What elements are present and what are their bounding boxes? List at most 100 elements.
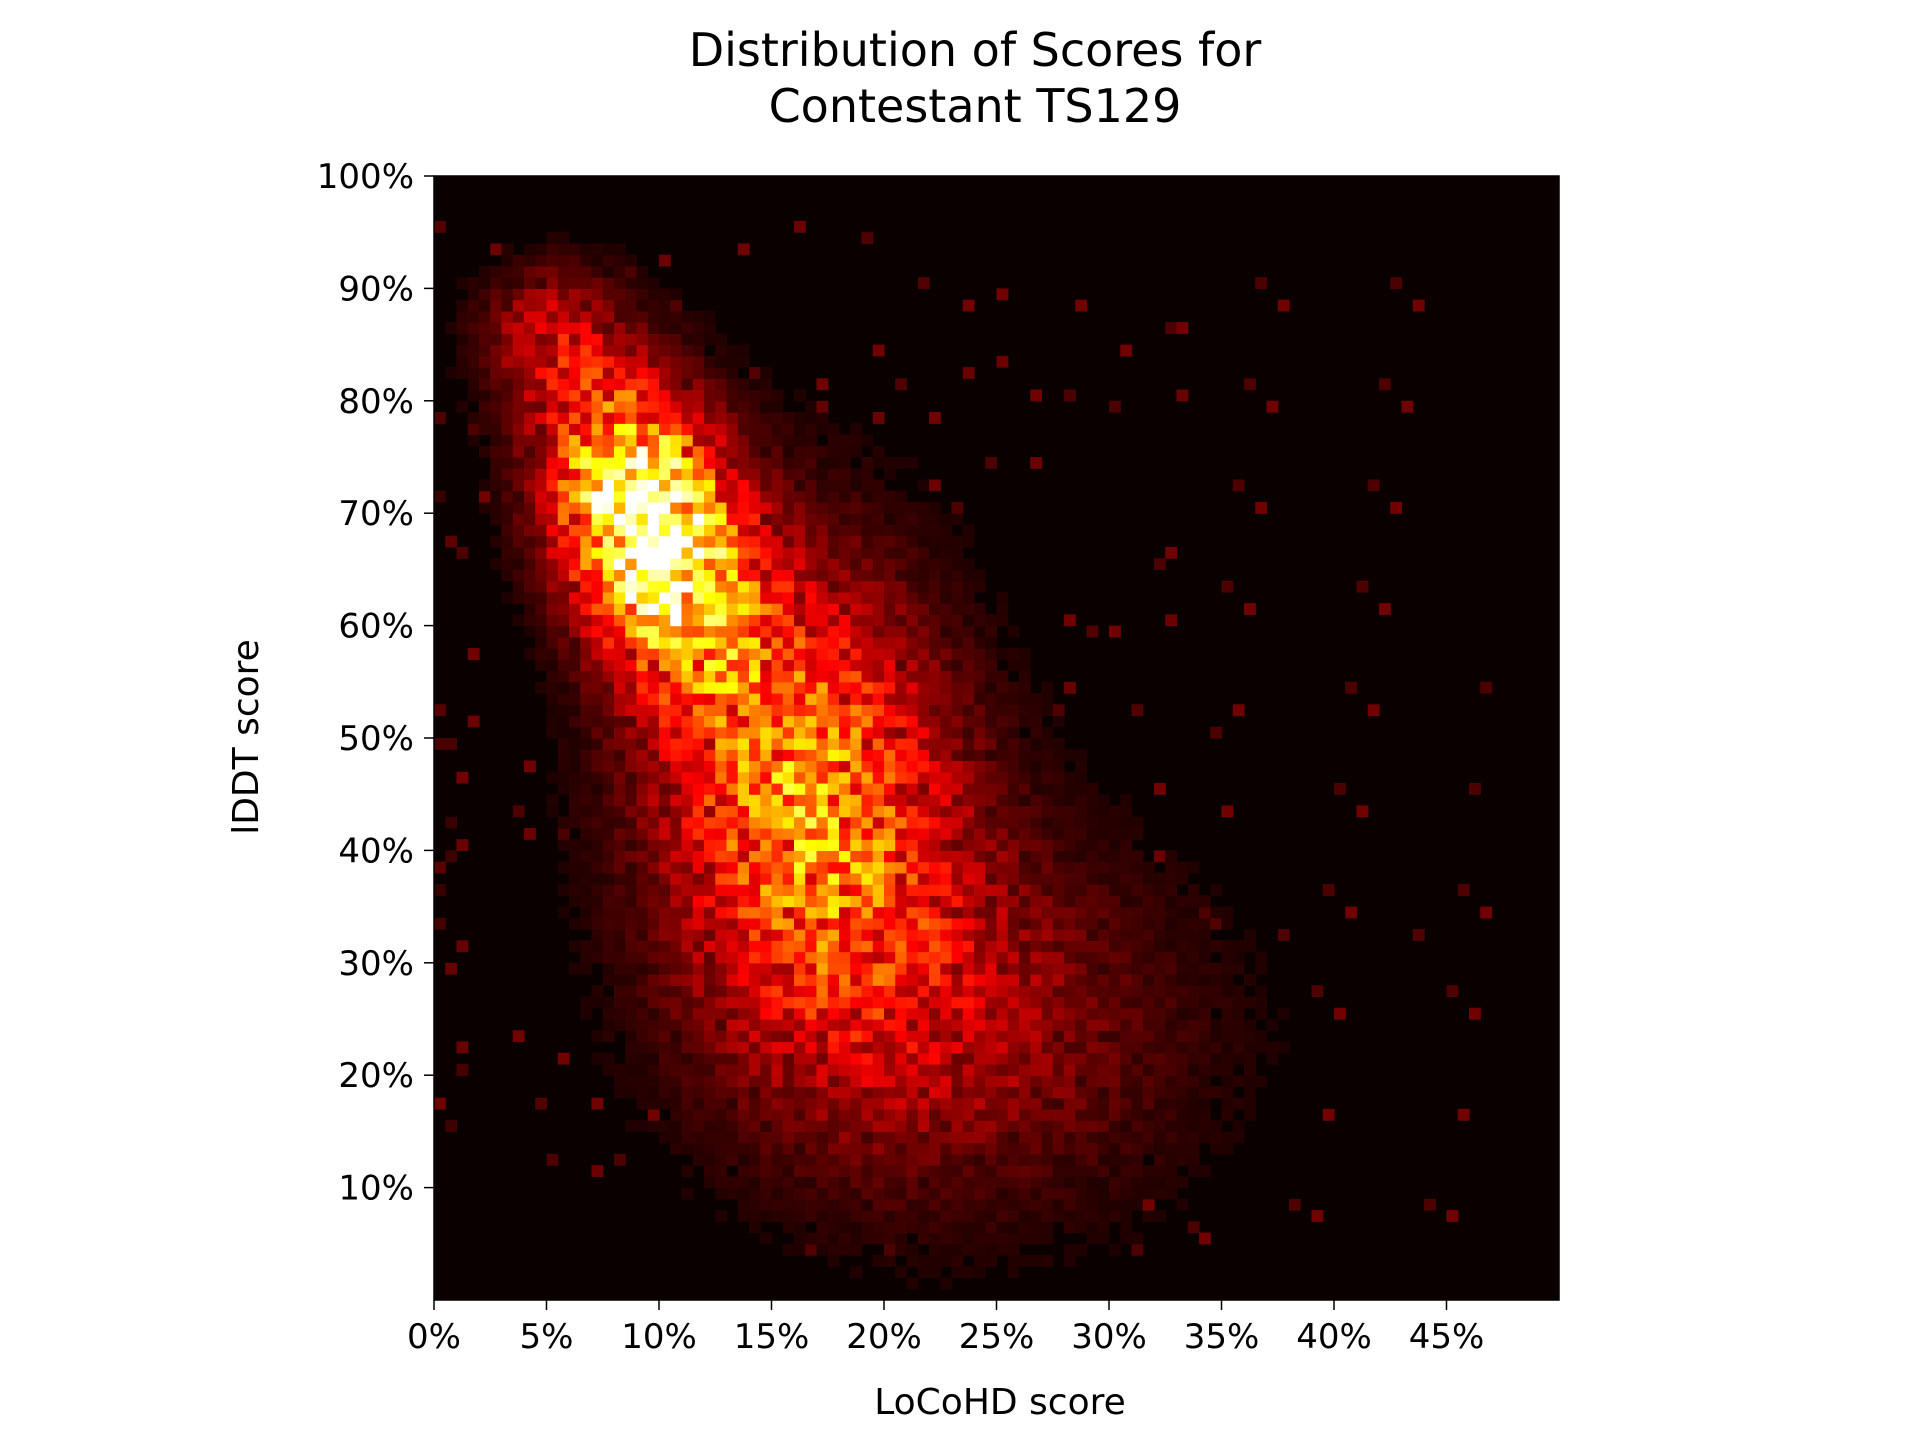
heatmap-cell (602, 423, 615, 436)
heatmap-cell (647, 1108, 660, 1121)
heatmap-cell (929, 827, 941, 840)
heatmap-cell (951, 760, 964, 773)
heatmap-cell (816, 445, 829, 458)
heatmap-cell (940, 872, 953, 885)
heatmap-cell (917, 1221, 930, 1234)
heatmap-cell (749, 1187, 761, 1200)
heatmap-cell (805, 479, 818, 492)
heatmap-cell (1086, 1131, 1099, 1144)
heatmap-cell (1187, 1052, 1200, 1065)
heatmap-cell (704, 771, 716, 784)
heatmap-cell (805, 940, 818, 953)
heatmap-cell (715, 940, 728, 953)
heatmap-cell (636, 749, 649, 762)
heatmap-cell (715, 794, 728, 807)
heatmap-cell (1086, 917, 1099, 930)
heatmap-cell (524, 400, 536, 413)
heatmap-cell (1052, 816, 1065, 829)
heatmap-cell (872, 1030, 885, 1043)
heatmap-cell (557, 738, 570, 750)
heatmap-cell (816, 490, 829, 503)
heatmap-cell (839, 1176, 851, 1189)
heatmap-cell (1109, 1097, 1121, 1110)
heatmap-cell (996, 1243, 1009, 1256)
heatmap-cell (749, 771, 761, 784)
heatmap-cell (760, 524, 773, 537)
heatmap-cell (782, 648, 795, 660)
heatmap-cell (872, 895, 885, 908)
heatmap-cell (782, 895, 795, 908)
heatmap-cell (816, 670, 829, 683)
heatmap-cell (737, 1019, 750, 1031)
heatmap-cell (490, 333, 503, 346)
heatmap-cell (479, 288, 491, 301)
heatmap-cell (861, 232, 874, 245)
heatmap-cell (636, 636, 649, 649)
heatmap-cell (1199, 1120, 1211, 1132)
heatmap-cell (636, 929, 649, 941)
heatmap-cell (1019, 1052, 1031, 1065)
heatmap-cell (1007, 906, 1020, 919)
heatmap-cell (805, 434, 818, 447)
heatmap-cell (1007, 1063, 1020, 1076)
heatmap-cell (467, 367, 480, 379)
heatmap-cell (625, 872, 638, 885)
heatmap-cell (985, 816, 998, 829)
heatmap-cell (1041, 1176, 1054, 1189)
heatmap-cell (850, 614, 863, 627)
heatmap-cell (1097, 884, 1110, 896)
heatmap-cell (884, 1131, 896, 1144)
heatmap-cell (929, 501, 941, 514)
heatmap-cell (895, 513, 908, 526)
heatmap-cell (985, 1063, 998, 1076)
heatmap-cell (872, 974, 885, 986)
heatmap-cell (670, 1086, 683, 1099)
heatmap-cell (805, 827, 818, 840)
heatmap-cell (760, 468, 773, 481)
heatmap-cell (625, 344, 638, 357)
heatmap-cell (974, 1232, 986, 1245)
heatmap-cell (1064, 805, 1076, 818)
heatmap-cell (737, 850, 750, 863)
heatmap-cell (1154, 951, 1166, 964)
heatmap-cell (805, 412, 818, 424)
heatmap-cell (1075, 1210, 1088, 1222)
heatmap-cell (872, 940, 885, 953)
heatmap-cell (602, 738, 615, 750)
heatmap-cell (591, 524, 604, 537)
heatmap-cell (1030, 715, 1043, 728)
heatmap-cell (1199, 1030, 1211, 1043)
heatmap-cell (884, 1052, 896, 1065)
heatmap-cell (951, 850, 964, 863)
heatmap-cell (647, 704, 660, 717)
heatmap-cell (1120, 962, 1133, 975)
heatmap-cell (884, 861, 896, 874)
heatmap-cell (771, 412, 784, 424)
heatmap-cell (704, 501, 716, 514)
heatmap-cell (490, 344, 503, 357)
heatmap-cell (884, 1041, 896, 1054)
heatmap-cell (737, 445, 750, 458)
heatmap-cell (1007, 1243, 1020, 1256)
heatmap-cell (760, 1075, 773, 1088)
heatmap-cell (996, 288, 1009, 301)
heatmap-cell (1097, 794, 1110, 807)
heatmap-cell (951, 749, 964, 762)
heatmap-cell (1007, 917, 1020, 930)
heatmap-cell (929, 1187, 941, 1200)
heatmap-cell (1019, 884, 1031, 896)
heatmap-cell (1019, 1221, 1031, 1234)
heatmap-cell (692, 659, 705, 672)
heatmap-cell (1064, 1108, 1076, 1121)
heatmap-cell (625, 423, 638, 436)
heatmap-cell (1030, 1210, 1043, 1222)
heatmap-cell (512, 490, 525, 503)
heatmap-cell (580, 322, 593, 334)
heatmap-cell (749, 670, 761, 683)
heatmap-cell (805, 1108, 818, 1121)
heatmap-cell (1052, 906, 1065, 919)
heatmap-cell (906, 558, 919, 570)
heatmap-cell (1221, 805, 1234, 818)
heatmap-cell (805, 884, 818, 896)
heatmap-cell (850, 1153, 863, 1166)
